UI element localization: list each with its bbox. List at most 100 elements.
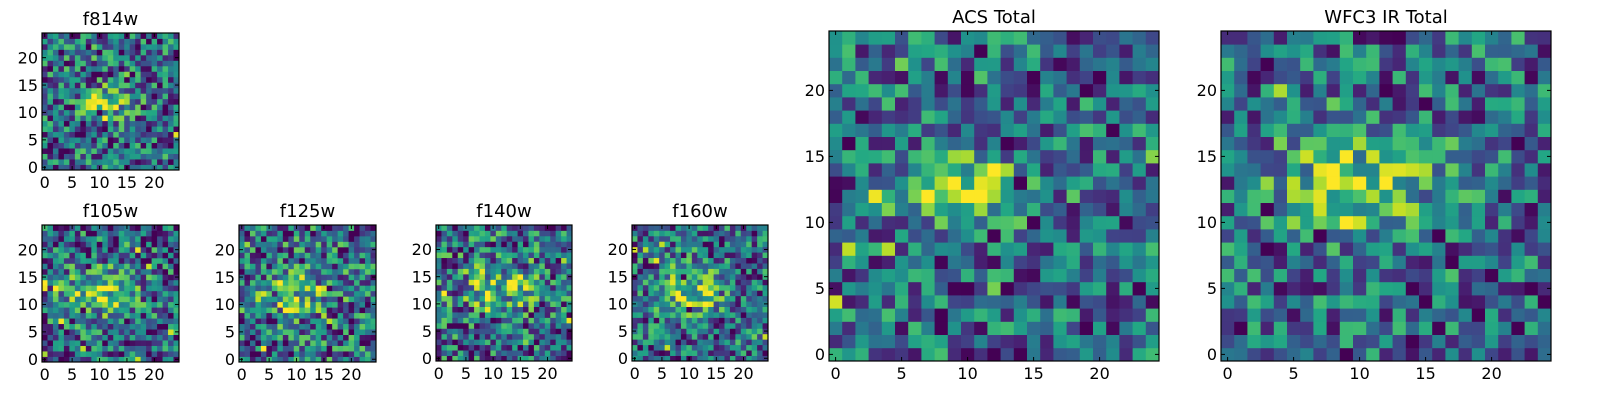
heatmap-cell: [91, 263, 98, 270]
x-tick-label: 20: [341, 365, 361, 384]
heatmap-cell: [533, 273, 540, 280]
heatmap-cell: [533, 225, 540, 231]
heatmap-cell: [135, 345, 142, 352]
heatmap-cell: [961, 321, 975, 335]
heatmap-cell: [69, 49, 76, 56]
heatmap-cell: [934, 215, 949, 230]
heatmap-cell: [96, 115, 103, 122]
heatmap-cell: [829, 189, 843, 203]
heatmap-cell: [58, 296, 65, 303]
heatmap-cell: [124, 323, 131, 330]
heatmap-cell: [947, 189, 962, 203]
heatmap-cell: [479, 312, 486, 318]
heatmap-cell: [135, 115, 142, 122]
heatmap-cell: [713, 295, 720, 302]
heatmap-cell: [740, 344, 747, 351]
heatmap-cell: [69, 263, 76, 270]
heatmap-cell: [484, 339, 491, 346]
heatmap-cell: [463, 339, 470, 346]
heatmap-cell: [1419, 242, 1433, 256]
heatmap-cell: [1132, 149, 1147, 164]
heatmap-cell: [63, 98, 70, 105]
heatmap-cell: [69, 115, 76, 122]
heatmap-cell: [69, 334, 76, 341]
heatmap-cell: [512, 257, 518, 264]
heatmap-cell: [1339, 70, 1354, 85]
y-tick-label: 20: [215, 240, 235, 259]
heatmap-cell: [107, 49, 114, 56]
heatmap-cell: [713, 333, 720, 340]
heatmap-cell: [895, 57, 909, 71]
heatmap-cell: [719, 225, 725, 231]
heatmap-cell: [1145, 268, 1160, 283]
heatmap-cell: [746, 246, 753, 253]
heatmap-cell: [244, 252, 251, 259]
heatmap-cell: [1273, 149, 1288, 164]
heatmap-cell: [168, 131, 174, 138]
heatmap-cell: [1353, 242, 1367, 256]
heatmap-cell: [468, 268, 475, 275]
heatmap-cell: [91, 148, 98, 154]
heatmap-cell: [91, 307, 98, 314]
heatmap-cell: [91, 153, 98, 160]
heatmap-cell: [1379, 70, 1393, 85]
heatmap-cell: [479, 257, 486, 264]
heatmap-cell: [151, 252, 158, 259]
heatmap-cell: [908, 347, 922, 362]
heatmap-cell: [124, 252, 131, 259]
heatmap-cell: [168, 329, 174, 335]
heatmap-cell: [365, 274, 371, 281]
heatmap-cell: [533, 257, 540, 264]
heatmap-cell: [58, 60, 65, 67]
heatmap-cell: [855, 31, 869, 45]
heatmap-cell: [1326, 70, 1341, 85]
heatmap-cell: [85, 120, 92, 127]
heatmap-cell: [332, 235, 339, 242]
heatmap-cell: [1106, 347, 1120, 362]
heatmap-cell: [113, 164, 120, 171]
heatmap-cell: [85, 340, 92, 346]
heatmap-cell: [686, 273, 693, 280]
heatmap-cell: [895, 149, 909, 164]
heatmap-cell: [271, 356, 278, 363]
heatmap-cell: [648, 339, 655, 346]
heatmap-cell: [719, 301, 725, 307]
heatmap-cell: [702, 355, 709, 362]
heatmap-cell: [1247, 255, 1261, 269]
heatmap-cell: [691, 295, 698, 302]
heatmap-cell: [648, 235, 655, 242]
heatmap-cell: [1093, 57, 1107, 71]
heatmap-cell: [52, 263, 59, 270]
heatmap-cell: [457, 284, 464, 291]
heatmap-cell: [1106, 321, 1120, 335]
heatmap-cell: [1287, 242, 1301, 256]
heatmap-cell: [474, 279, 480, 286]
heatmap-cell: [162, 65, 169, 72]
heatmap-cell: [1132, 176, 1147, 190]
heatmap-cell: [740, 322, 747, 329]
heatmap-cell: [107, 340, 114, 346]
heatmap-cell: [659, 252, 666, 259]
heatmap-cell: [135, 131, 142, 138]
heatmap-cell: [85, 153, 92, 160]
heatmap-cell: [842, 268, 856, 283]
heatmap-cell: [1066, 176, 1081, 190]
heatmap-cell: [868, 83, 883, 98]
heatmap-cell: [664, 312, 671, 318]
heatmap-cell: [1000, 255, 1015, 269]
heatmap-cell: [1260, 31, 1275, 45]
heatmap-cell: [74, 159, 81, 165]
heatmap-cell: [96, 71, 103, 78]
heatmap-cell: [452, 328, 459, 335]
heatmap-cell: [1511, 44, 1525, 58]
heatmap-cell: [1366, 123, 1380, 137]
y-tick-label: 10: [18, 103, 38, 122]
heatmap-cell: [162, 153, 169, 160]
heatmap-cell: [740, 273, 747, 280]
heatmap-cell: [512, 263, 518, 269]
heatmap-cell: [118, 356, 125, 363]
heatmap-cell: [1273, 242, 1288, 256]
heatmap-cell: [47, 334, 54, 341]
heatmap-cell: [708, 241, 714, 248]
heatmap-cell: [1313, 163, 1327, 177]
